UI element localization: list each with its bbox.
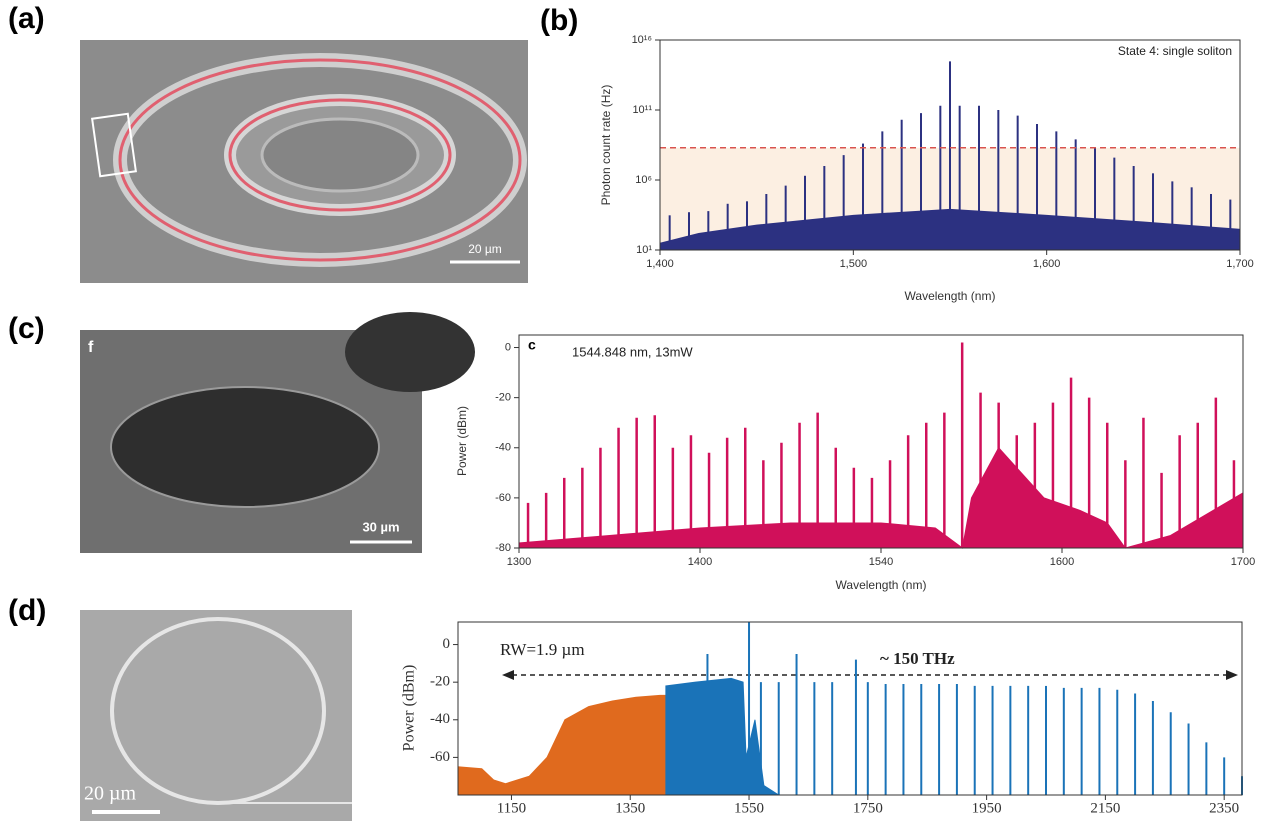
spectrum-area xyxy=(457,694,667,796)
corner-label: f xyxy=(88,339,94,356)
scale-bar-label: 30 µm xyxy=(362,519,399,534)
x-tick-label: 1600 xyxy=(1050,556,1074,568)
micrograph-c: f 30 µm xyxy=(80,312,475,553)
x-tick-label: 1400 xyxy=(688,556,712,568)
x-tick-label: 2350 xyxy=(1209,800,1239,816)
x-tick-label: 1350 xyxy=(615,800,645,816)
y-tick-label: -40 xyxy=(430,711,450,727)
x-tick-label: 2150 xyxy=(1090,800,1120,816)
panel-label: (d) xyxy=(8,594,46,627)
x-axis-label: Wavelength (nm) xyxy=(905,289,996,303)
y-axis-label: Power (dBm) xyxy=(401,665,418,752)
y-tick-label: 10⁶ xyxy=(635,174,652,186)
panel-label: (a) xyxy=(8,2,45,35)
y-tick-label: 10¹ xyxy=(636,244,652,256)
panel-label: (b) xyxy=(540,4,578,37)
panel-label: (c) xyxy=(8,312,45,345)
plot-frame xyxy=(518,334,1244,549)
x-tick-label: 1950 xyxy=(972,800,1002,816)
y-tick-label: -60 xyxy=(430,749,450,765)
scale-bar-label: 20 µm xyxy=(84,783,137,805)
scale-bar-label: 20 µm xyxy=(468,242,502,256)
x-tick-label: 1,700 xyxy=(1226,258,1254,270)
y-tick-label: 10¹¹ xyxy=(632,104,652,116)
micrograph-a: 20 µm xyxy=(80,40,528,283)
annotation: RW=1.9 µm xyxy=(500,640,585,659)
corner-label: c xyxy=(528,337,536,353)
x-tick-label: 1300 xyxy=(507,556,531,568)
y-tick-label: 10¹⁶ xyxy=(632,34,652,46)
spectrum-area xyxy=(665,677,791,796)
x-tick-label: 1150 xyxy=(497,800,526,816)
arrow xyxy=(502,670,1238,680)
annotation: State 4: single soliton xyxy=(1118,44,1232,58)
y-axis-label: Photon count rate (Hz) xyxy=(599,85,613,206)
x-tick-label: 1550 xyxy=(734,800,764,816)
y-tick-label: -80 xyxy=(495,542,511,554)
y-axis-label: Power (dBm) xyxy=(455,406,469,476)
plot-frame xyxy=(457,621,1243,796)
y-tick-label: 0 xyxy=(443,636,451,652)
annotation: 1544.848 nm, 13mW xyxy=(572,344,693,359)
y-tick-label: -20 xyxy=(430,674,450,690)
micrograph-d: 20 µm xyxy=(80,610,352,821)
y-tick-label: -20 xyxy=(495,392,511,404)
x-tick-label: 1,400 xyxy=(646,258,674,270)
annotation: ~ 150 THz xyxy=(880,649,955,668)
y-tick-label: -40 xyxy=(495,442,511,454)
x-tick-label: 1,600 xyxy=(1033,258,1061,270)
x-tick-label: 1750 xyxy=(853,800,883,816)
x-tick-label: 1,500 xyxy=(840,258,868,270)
y-tick-label: 0 xyxy=(505,341,511,353)
plot-frame xyxy=(659,39,1241,251)
spectrum-area xyxy=(518,446,1244,549)
x-axis-label: Wavelength (nm) xyxy=(836,578,927,592)
x-tick-label: 1540 xyxy=(869,556,893,568)
y-tick-label: -60 xyxy=(495,492,511,504)
x-tick-label: 1700 xyxy=(1231,556,1255,568)
